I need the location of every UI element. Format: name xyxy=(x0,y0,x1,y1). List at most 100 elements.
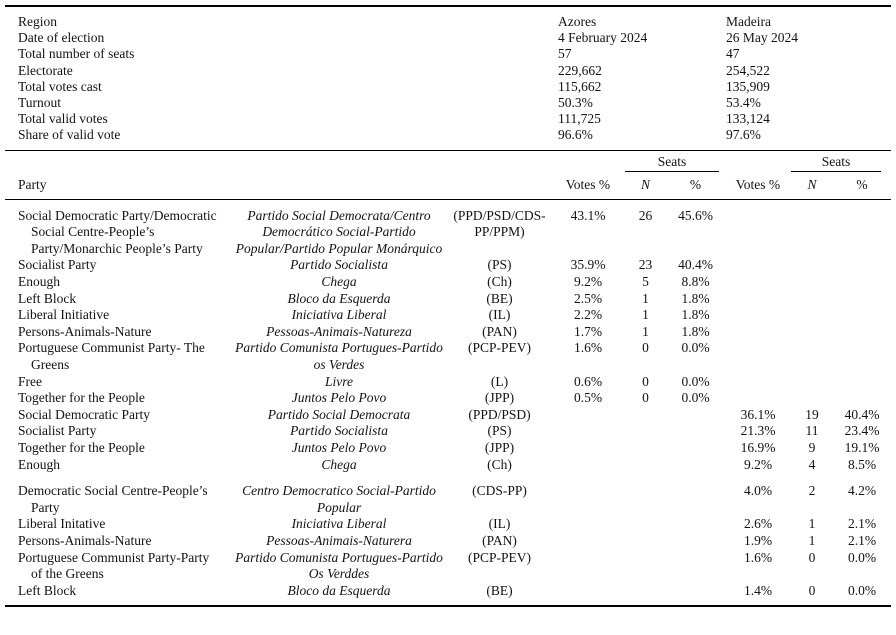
summary-madeira-value: 254,522 xyxy=(726,62,770,78)
azores-votes-pct: 43.1% xyxy=(570,207,606,223)
party-abbr: (Ch) xyxy=(487,456,512,472)
header-azores-seats-pct: % xyxy=(689,176,702,192)
party-row: Left Block Bloco da Esquerda (BE) 2.5% 1… xyxy=(18,291,896,308)
madeira-seats-pct: 8.5% xyxy=(847,456,877,472)
azores-seats-n: 23 xyxy=(638,257,653,273)
party-row: Free Livre (L) 0.6% 0 0.0% xyxy=(18,374,896,391)
party-name-en: Together for the People xyxy=(18,439,145,455)
header-azores-seats-n: N xyxy=(640,176,650,192)
party-row: Portuguese Communist Party- The Greens P… xyxy=(18,340,896,373)
party-row: Together for the People Juntos Pelo Povo… xyxy=(18,390,896,407)
madeira-seats-pct: 2.1% xyxy=(847,516,877,532)
party-name-pt: Bloco da Esquerda xyxy=(287,290,391,306)
madeira-votes-pct: 36.1% xyxy=(740,406,776,422)
party-name-en: Socialist Party xyxy=(18,257,97,273)
party-row: Social Democratic Party/Democratic Socia… xyxy=(18,208,896,258)
party-name-en: Socialist Party xyxy=(18,423,97,439)
party-name-en: Together for the People xyxy=(18,390,145,406)
madeira-votes-pct: 2.6% xyxy=(743,516,773,532)
party-name-en: Enough xyxy=(18,274,60,289)
azores-seats-n: 5 xyxy=(642,274,649,289)
party-name-pt: Chega xyxy=(321,456,357,472)
azores-seats-pct: 45.6% xyxy=(678,207,713,223)
party-name-pt: Partido Comunista Portugues-Partido os V… xyxy=(235,340,443,372)
party-row: Liberal Initative Iniciativa Liberal (IL… xyxy=(18,516,896,533)
party-name-pt: Chega xyxy=(321,274,357,289)
party-name-pt: Livre xyxy=(325,373,353,389)
summary-row: Date of election 4 February 2024 26 May … xyxy=(18,30,896,46)
party-name-pt: Partido Social Democrata xyxy=(267,406,411,422)
madeira-seats-n: 0 xyxy=(808,549,816,565)
party-abbr: (PS) xyxy=(487,423,512,439)
madeira-votes-pct: 9.2% xyxy=(743,456,773,472)
party-name-en: Persons-Animals-Nature xyxy=(18,532,152,548)
summary-madeira-value: 133,124 xyxy=(726,111,770,127)
summary-row: Total number of seats 57 47 xyxy=(18,46,896,62)
summary-row: Electorate 229,662 254,522 xyxy=(18,63,896,79)
madeira-votes-pct: 1.4% xyxy=(743,582,773,598)
azores-seats-spanner: Seats xyxy=(625,154,719,172)
party-abbr: (PCP-PEV) xyxy=(467,549,531,565)
header-party: Party xyxy=(18,176,47,192)
summary-madeira-value: 26 May 2024 xyxy=(726,30,798,46)
party-name-en: Persons-Animals-Nature xyxy=(18,323,152,339)
party-name-pt: Iniciativa Liberal xyxy=(291,516,387,532)
madeira-seats-spanner: Seats xyxy=(791,154,881,172)
azores-seats-pct: 8.8% xyxy=(681,274,710,289)
party-name-pt: Bloco da Esquerda xyxy=(287,582,391,598)
party-row: Liberal Initiative Iniciativa Liberal (I… xyxy=(18,307,896,324)
madeira-seats-pct: 2.1% xyxy=(847,532,877,548)
azores-votes-pct: 1.7% xyxy=(573,323,603,339)
party-rows: Social Democratic Party/Democratic Socia… xyxy=(0,200,896,606)
party-name-en: Social Democratic Party xyxy=(18,406,150,422)
party-row: Socialist Party Partido Socialista (PS) … xyxy=(18,257,896,274)
summary-azores-value: 111,725 xyxy=(558,111,601,127)
madeira-seats-n: 9 xyxy=(808,439,816,455)
azores-seats-pct: 0.0% xyxy=(681,340,710,356)
summary-azores-value: 4 February 2024 xyxy=(558,30,648,46)
madeira-seats-n: 1 xyxy=(808,532,816,548)
summary-label: Total valid votes xyxy=(18,111,108,127)
summary-label: Share of valid vote xyxy=(18,127,121,143)
party-abbr: (L) xyxy=(490,373,509,389)
azores-seats-n: 26 xyxy=(638,207,653,223)
madeira-seats-n: 2 xyxy=(808,483,816,499)
party-name-en: Enough xyxy=(18,456,60,472)
azores-seats-n: 1 xyxy=(642,307,649,323)
azores-seats-n: 1 xyxy=(642,290,649,306)
azores-seats-pct: 0.0% xyxy=(681,373,710,389)
azores-seats-pct: 0.0% xyxy=(681,390,710,406)
party-row: Portuguese Communist Party-Party of the … xyxy=(18,550,896,583)
party-name-en: Liberal Initative xyxy=(18,516,106,532)
azores-seats-pct: 1.8% xyxy=(681,290,710,306)
header-azores-votes-pct: Votes % xyxy=(565,176,611,192)
summary-row: Turnout 50.3% 53.4% xyxy=(18,95,896,111)
party-name-en: Left Block xyxy=(18,582,77,598)
madeira-votes-pct: 4.0% xyxy=(743,483,773,499)
azores-votes-pct: 0.5% xyxy=(573,390,603,406)
party-abbr: (PPD/PSD) xyxy=(468,406,531,422)
party-abbr: (JPP) xyxy=(484,439,515,455)
party-row: Democratic Social Centre-People’s Party … xyxy=(18,483,896,516)
header-madeira-seats-pct: % xyxy=(856,176,868,192)
summary-row: Region Azores Madeira xyxy=(18,14,896,30)
party-abbr: (BE) xyxy=(486,290,513,306)
party-name-pt: Partido Socialista xyxy=(290,423,388,439)
party-name-en: Free xyxy=(18,373,42,389)
azores-votes-pct: 2.5% xyxy=(573,290,603,306)
madeira-seats-n: 4 xyxy=(808,456,816,472)
party-abbr: (BE) xyxy=(486,582,513,598)
horizontal-rule-bottom xyxy=(5,605,891,608)
azores-seats-n: 0 xyxy=(642,373,649,389)
party-name-en: Liberal Initiative xyxy=(18,307,110,323)
summary-azores-value: Azores xyxy=(558,14,597,29)
party-name-pt: Juntos Pelo Povo xyxy=(291,390,387,406)
party-abbr: (PCP-PEV) xyxy=(467,340,531,356)
party-name-pt: Juntos Pelo Povo xyxy=(291,439,387,455)
summary-block: Region Azores Madeira Date of election 4… xyxy=(0,7,896,150)
party-name-en: Democratic Social Centre-People’s Party xyxy=(18,483,208,515)
summary-azores-value: 50.3% xyxy=(558,95,593,111)
summary-azores-value: 115,662 xyxy=(558,78,602,94)
party-name-pt: Centro Democratico Social-Partido Popula… xyxy=(242,483,436,515)
summary-madeira-value: Madeira xyxy=(726,14,771,29)
